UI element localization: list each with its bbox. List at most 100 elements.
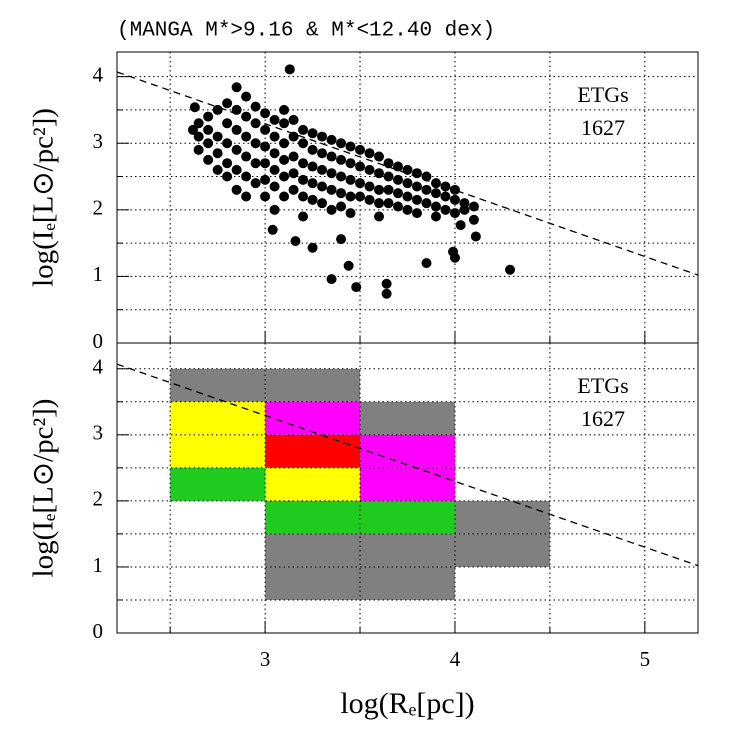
data-point: [448, 246, 459, 257]
data-point: [383, 171, 394, 182]
y-tick-label: 3: [93, 129, 104, 153]
data-point: [364, 194, 375, 205]
data-point: [345, 158, 356, 169]
data-point: [241, 151, 252, 162]
annotation: 1627: [581, 406, 625, 431]
data-point: [440, 181, 451, 192]
data-point: [326, 151, 337, 162]
data-point: [383, 184, 394, 195]
data-point: [260, 158, 271, 169]
data-point: [381, 278, 392, 289]
data-point: [505, 264, 516, 275]
data-point: [269, 114, 280, 125]
data-point: [279, 118, 290, 129]
data-point: [193, 118, 204, 129]
data-point: [421, 198, 432, 209]
heatmap-cell: [360, 533, 455, 567]
data-point: [336, 234, 347, 245]
data-point: [267, 224, 278, 235]
data-point: [430, 188, 441, 199]
data-point: [250, 158, 261, 169]
data-point: [222, 138, 233, 149]
data-point: [393, 161, 404, 172]
x-tick-label: 4: [450, 647, 461, 671]
heatmap-cell: [265, 467, 361, 501]
data-point: [402, 164, 413, 175]
data-point: [288, 114, 299, 125]
data-point: [260, 108, 271, 119]
data-point: [288, 184, 299, 195]
data-point: [307, 194, 318, 205]
data-point: [468, 214, 479, 225]
data-point: [393, 174, 404, 185]
data-point: [250, 138, 261, 149]
data-point: [449, 194, 460, 205]
data-point: [326, 168, 337, 179]
data-point: [290, 236, 301, 247]
data-point: [279, 191, 290, 202]
data-point: [250, 101, 261, 112]
data-point: [298, 191, 309, 202]
data-point: [351, 282, 362, 293]
data-point: [269, 131, 280, 142]
data-point: [212, 131, 223, 142]
heatmap-cell: [170, 434, 266, 468]
data-point: [345, 191, 356, 202]
data-point: [288, 131, 299, 142]
data-point: [269, 148, 280, 159]
data-point: [374, 211, 385, 222]
heatmap-cell: [265, 434, 361, 468]
data-point: [326, 204, 337, 215]
data-point: [307, 242, 318, 253]
data-point: [336, 154, 347, 165]
data-point: [343, 260, 354, 271]
annotation: 1627: [581, 115, 625, 140]
data-point: [284, 64, 295, 75]
data-point: [317, 198, 328, 209]
plot-frame: [116, 342, 699, 634]
heatmap-cell: [265, 368, 361, 402]
data-point: [241, 171, 252, 182]
data-point: [212, 164, 223, 175]
data-point: [364, 164, 375, 175]
y-tick-label: 4: [93, 62, 104, 86]
data-point: [381, 288, 392, 299]
data-point: [307, 128, 318, 139]
y-tick-label: 0: [93, 329, 104, 353]
y-tick-label: 0: [93, 619, 104, 643]
chart-title: (MANGA M*>9.16 & M*<12.40 dex): [117, 20, 495, 43]
data-point: [336, 201, 347, 212]
data-point: [345, 208, 356, 219]
annotation: ETGs: [577, 373, 628, 398]
data-point: [336, 188, 347, 199]
data-point: [383, 198, 394, 209]
data-point: [374, 198, 385, 209]
data-point: [326, 184, 337, 195]
data-point: [203, 124, 214, 135]
data-point: [307, 144, 318, 155]
data-point: [421, 258, 432, 269]
heatmap-cell: [360, 467, 455, 501]
x-tick-label: 5: [640, 647, 651, 671]
data-point: [317, 164, 328, 175]
data-point: [279, 154, 290, 165]
y-tick-label: 2: [93, 487, 104, 511]
data-point: [298, 158, 309, 169]
data-point: [241, 191, 252, 202]
data-point: [355, 161, 366, 172]
data-point: [288, 168, 299, 179]
heatmap-cell: [454, 500, 550, 534]
data-point: [374, 151, 385, 162]
data-point: [455, 220, 466, 231]
data-point: [193, 144, 204, 155]
data-point: [374, 168, 385, 179]
heatmap-cell: [265, 500, 361, 534]
data-point: [449, 184, 460, 195]
fit-line: [116, 71, 699, 276]
data-point: [345, 141, 356, 152]
heatmap-cell: [170, 467, 266, 501]
panel: 0 1 2 3 4 ETGs 1627 log(Iₑ[L⊙/pc²]) (MANGA M*>9.…: [28, 20, 699, 353]
data-point: [212, 148, 223, 159]
data-point: [222, 171, 233, 182]
y-tick-label: 1: [93, 553, 104, 577]
